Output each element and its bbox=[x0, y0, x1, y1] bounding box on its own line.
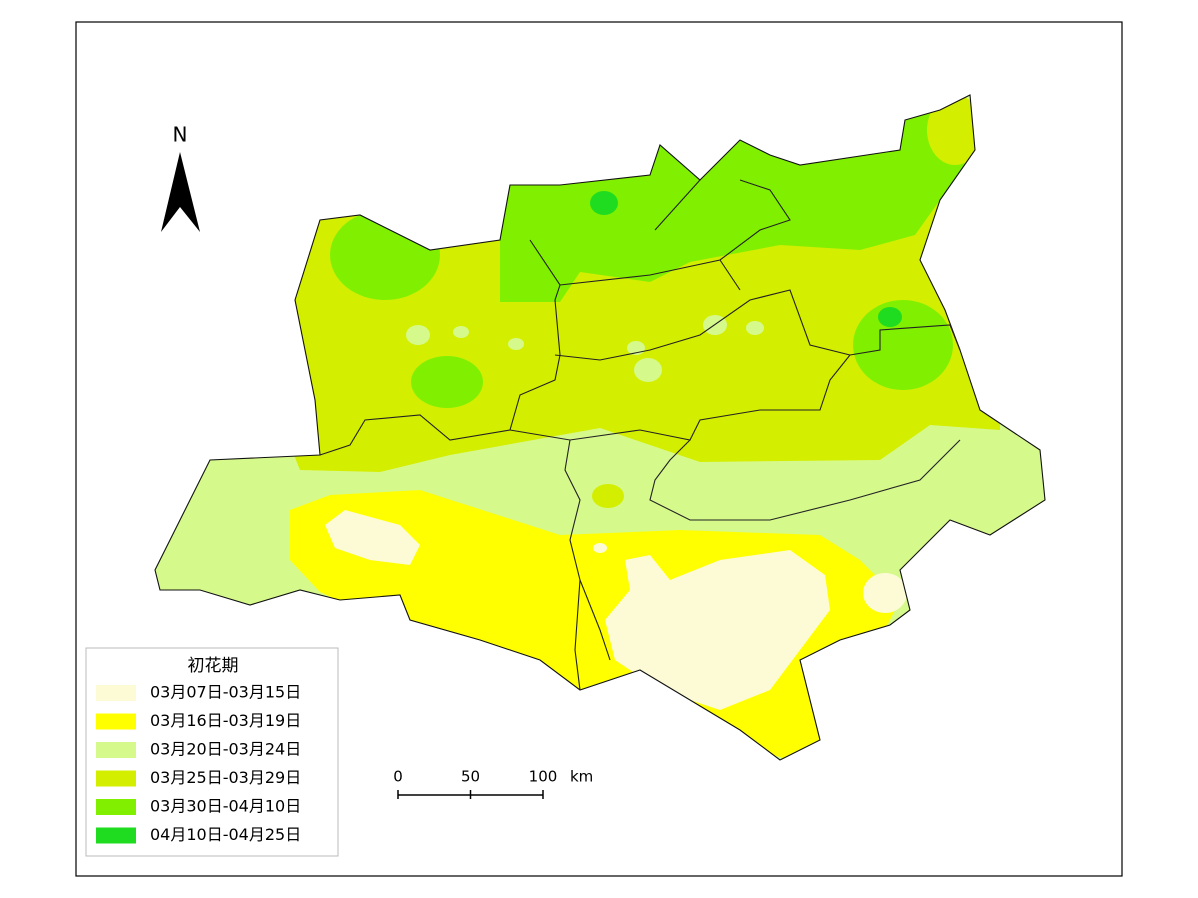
zone bbox=[927, 95, 983, 165]
zone bbox=[863, 573, 907, 613]
zone bbox=[406, 325, 430, 345]
county-border bbox=[649, 439, 961, 521]
north-arrow-left bbox=[161, 152, 180, 232]
legend-swatch bbox=[96, 685, 136, 701]
zone bbox=[634, 358, 662, 382]
legend-label: 03月07日-03月15日 bbox=[150, 683, 301, 702]
county-border bbox=[554, 289, 851, 361]
legend-label: 03月30日-04月10日 bbox=[150, 797, 301, 816]
county-border bbox=[509, 354, 851, 441]
legend-label: 03月20日-03月24日 bbox=[150, 740, 301, 759]
zone bbox=[325, 510, 420, 565]
county-border bbox=[559, 179, 791, 286]
legend-swatch bbox=[96, 827, 136, 844]
legend-label: 04月10日-04月25日 bbox=[150, 825, 301, 844]
scale-bar: 0 50 100 km bbox=[393, 768, 593, 799]
zone bbox=[853, 300, 953, 390]
north-arrow-right bbox=[180, 152, 200, 232]
county-border bbox=[579, 579, 611, 661]
scale-unit: km bbox=[570, 768, 593, 786]
county-border bbox=[654, 179, 701, 231]
county-border bbox=[319, 239, 561, 456]
north-label: N bbox=[173, 123, 188, 147]
county-border bbox=[849, 324, 961, 356]
scale-label: 0 bbox=[393, 768, 403, 786]
county-borders bbox=[154, 94, 1046, 761]
county-border bbox=[719, 259, 741, 291]
legend-title: 初花期 bbox=[188, 656, 239, 676]
zone bbox=[330, 210, 440, 300]
zone bbox=[593, 543, 607, 553]
zone bbox=[592, 484, 624, 508]
legend-swatch bbox=[96, 770, 136, 787]
legend-swatch bbox=[96, 799, 136, 815]
scale-label: 50 bbox=[461, 768, 480, 786]
zone bbox=[411, 356, 483, 408]
map-frame bbox=[75, 21, 1123, 877]
zone bbox=[453, 326, 469, 338]
zone bbox=[590, 191, 618, 215]
legend-swatch bbox=[96, 713, 136, 730]
north-arrow: N bbox=[161, 123, 200, 232]
zone bbox=[605, 550, 830, 710]
legend: 初花期 03月07日-03月15日 03月16日-03月19日 03月20日-03月… bbox=[85, 647, 339, 857]
legend-swatch bbox=[96, 742, 136, 758]
zone bbox=[508, 338, 524, 350]
zone bbox=[878, 307, 902, 327]
county-border bbox=[564, 439, 581, 691]
legend-label: 03月16日-03月19日 bbox=[150, 711, 301, 730]
zone bbox=[746, 321, 764, 335]
scale-label: 100 bbox=[529, 768, 558, 786]
legend-label: 03月25日-03月29日 bbox=[150, 768, 301, 787]
